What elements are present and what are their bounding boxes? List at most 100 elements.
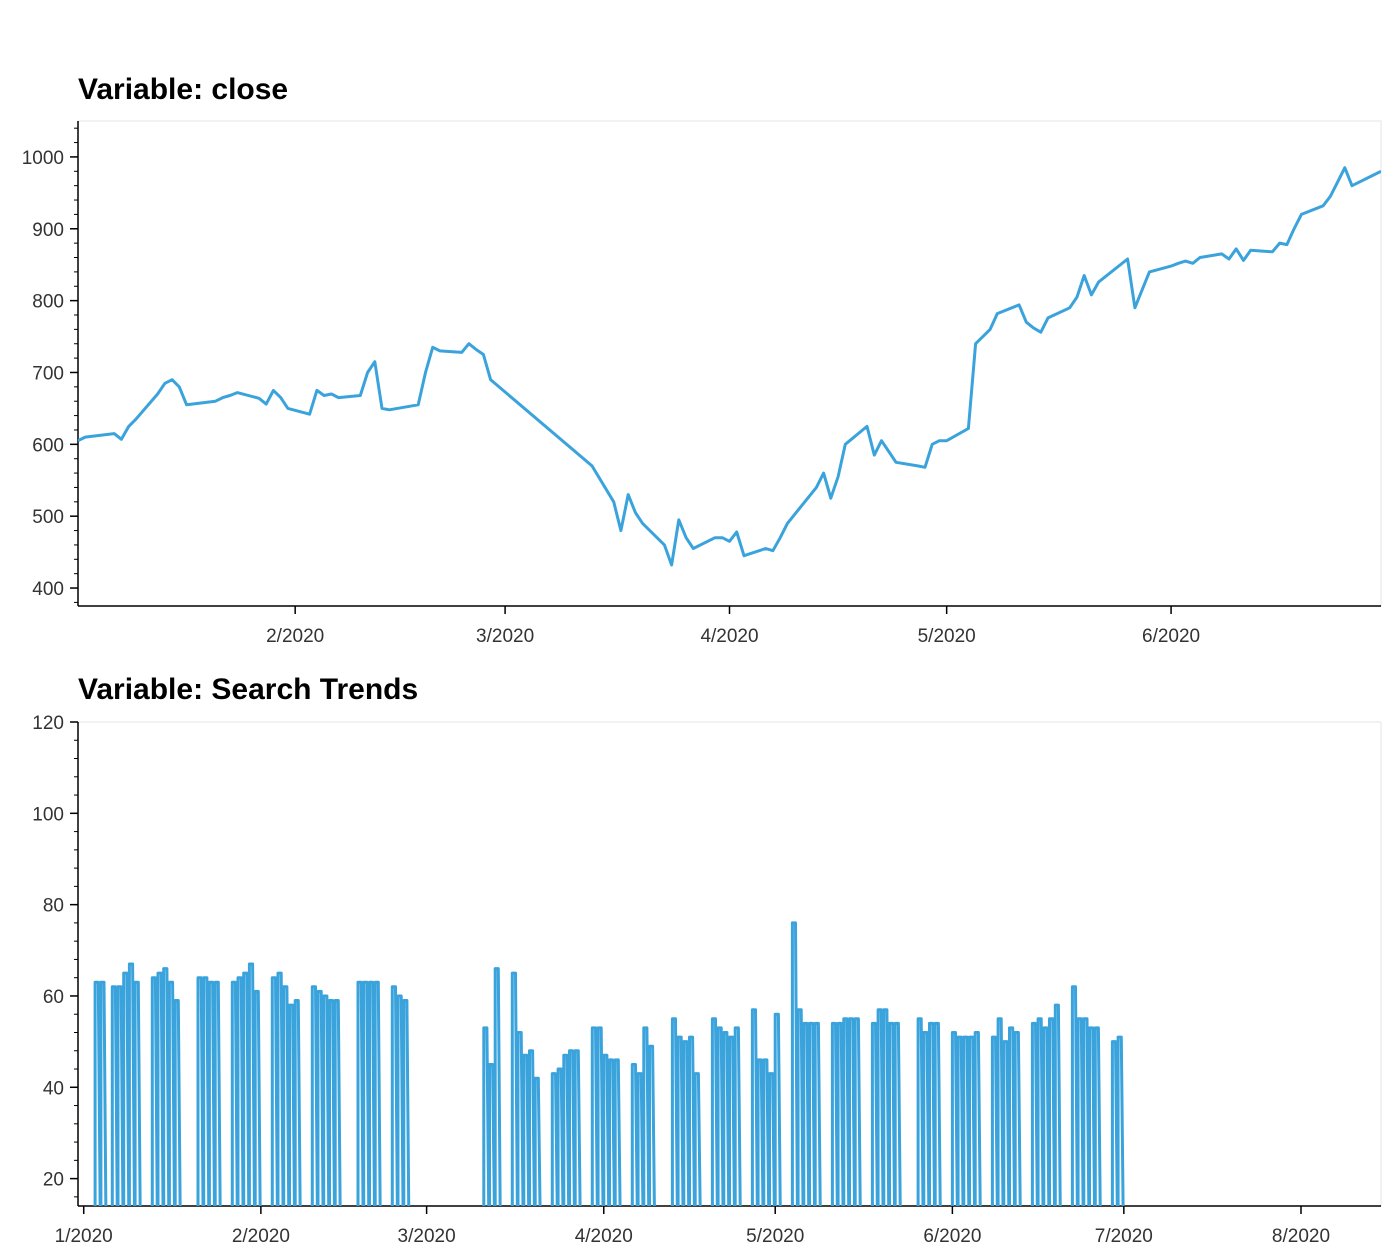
variable-close-data-point [894,460,898,464]
variable-search-trends-data-point [922,1031,926,1035]
variable-search-trends-data-point [156,971,160,975]
variable-search-trends-data-point [173,999,177,1003]
variable-close-data-point [337,396,341,400]
variable-search-trends-x-tick-label: 6/2020 [923,1226,981,1247]
variable-close-data-point [1082,274,1086,278]
variable-close-data-point [286,406,290,410]
variable-search-trends-data-point [836,1021,840,1025]
variable-search-trends-data-point [830,1021,834,1025]
variable-search-trends-data-point [1002,1040,1006,1044]
variable-close-data-point [1379,169,1383,173]
variable-search-trends-y-tick-label: 80 [43,896,64,917]
variable-search-trends-data-point [110,985,114,989]
variable-close-data-point [612,500,616,504]
variable-search-trends-data-point [150,976,154,980]
variable-close-data-point [988,327,992,331]
variable-close-series-line [78,166,1381,567]
variable-search-trends-data-point [562,1053,566,1057]
variable-search-trends-data-point [1042,1026,1046,1030]
variable-close-data-point [872,453,876,457]
variable-close-data-point [923,465,927,469]
variable-search-trends-data-point [522,1053,526,1057]
variable-close-data-point [1336,180,1340,184]
variable-close-data-point [1046,316,1050,320]
variable-close-data-point [214,399,218,403]
variable-search-trends-data-point [1082,1017,1086,1021]
variable-close-data-point [489,378,493,382]
variable-search-trends-x-tick-label: 2/2020 [232,1226,290,1247]
variable-close-data-point [974,342,978,346]
variable-close-data-point [966,427,970,431]
variable-close-data-point [1126,257,1130,261]
variable-close-data-point [271,388,275,392]
variable-search-trends-data-point [996,1017,1000,1021]
variable-close-data-point [1176,261,1180,265]
variable-close-data-point [481,353,485,357]
variable-search-trends-data-point [933,1021,937,1025]
variable-search-trends-data-point [733,1026,737,1030]
variable-search-trends-x-tick-label: 7/2020 [1095,1226,1153,1247]
variable-search-trends-data-point [333,999,337,1003]
variable-search-trends-data-point [848,1017,852,1021]
variable-search-trends-data-point [648,1044,652,1048]
variable-search-trends-data-point [768,1072,772,1076]
variable-search-trends-x-tick-label: 4/2020 [575,1226,633,1247]
variable-close-data-point [1220,252,1224,256]
variable-search-trends-data-point [316,989,320,993]
variable-close-data-point [185,403,189,407]
variable-close-data-point [1198,256,1202,260]
variable-close-data-point [235,391,239,395]
variable-search-trends-data-point [888,1021,892,1025]
variable-close-data-point [1227,257,1231,261]
variable-close-data-point [279,396,283,400]
variable-close-data-point [728,539,732,543]
variable-close-data-point [112,432,116,436]
variable-close-x-tick-label: 6/2020 [1142,626,1200,647]
variable-search-trends-data-point [762,1058,766,1062]
variable-close-data-point [742,554,746,558]
variable-close-data-point [822,471,826,475]
variable-search-trends-data-point [802,1021,806,1025]
variable-close-data-point [1184,259,1188,263]
variable-search-trends-data-point [796,1008,800,1012]
variable-close-data-point [691,547,695,551]
variable-search-trends-data-point [362,980,366,984]
chart-title-close: Variable: close [78,73,289,106]
variable-search-trends-data-point [1030,1021,1034,1025]
variable-search-trends-x-tick-label: 8/2020 [1272,1226,1330,1247]
variable-close-data-point [358,394,362,398]
variable-search-trends-data-point [482,1026,486,1030]
variable-search-trends-data-point [682,1040,686,1044]
variable-close-data-point [814,485,818,489]
variable-search-trends-data-point [1076,1017,1080,1021]
chart-title-search-trends: Variable: Search Trends [78,673,419,706]
variable-search-trends-data-point [207,980,211,984]
variable-search-trends-x-tick-label: 1/2020 [55,1226,113,1247]
variable-search-trends-x-tick-label: 5/2020 [746,1226,804,1247]
variable-search-trends-data-point [1036,1017,1040,1021]
variable-close-data-point [308,412,312,416]
variable-close-data-point [177,385,181,389]
variable-search-trends-data-point [122,971,126,975]
variable-close-data-point [1068,306,1072,310]
variable-search-trends-data-point [608,1058,612,1062]
variable-search-trends-data-point [590,1026,594,1030]
variable-close-data-point [1075,295,1079,299]
variable-close-data-point [677,518,681,522]
variable-search-trends-data-point [516,1031,520,1035]
variable-close-data-point [387,408,391,412]
variable-search-trends-data-point [127,962,131,966]
variable-search-trends-data-point [876,1008,880,1012]
search-trends-chart: 20 40 60 80 100 120 1/2020 2/2020 3/2020 4/2020 5/… [32,713,1382,1247]
variable-search-trends-data-point [368,980,372,984]
variable-close-data-point [981,335,985,339]
variable-close-data-point [764,547,768,551]
variable-close-data-point [264,402,268,406]
variable-close-data-point [424,371,428,375]
variable-search-trends-data-point [1013,1031,1017,1035]
variable-search-trends-data-point [528,1049,532,1053]
variable-close-data-point [228,394,232,398]
variable-search-trends-y-tick-label: 20 [43,1170,64,1191]
variable-search-trends-y-tick-label: 60 [43,987,64,1008]
variable-close-data-point [1350,184,1354,188]
